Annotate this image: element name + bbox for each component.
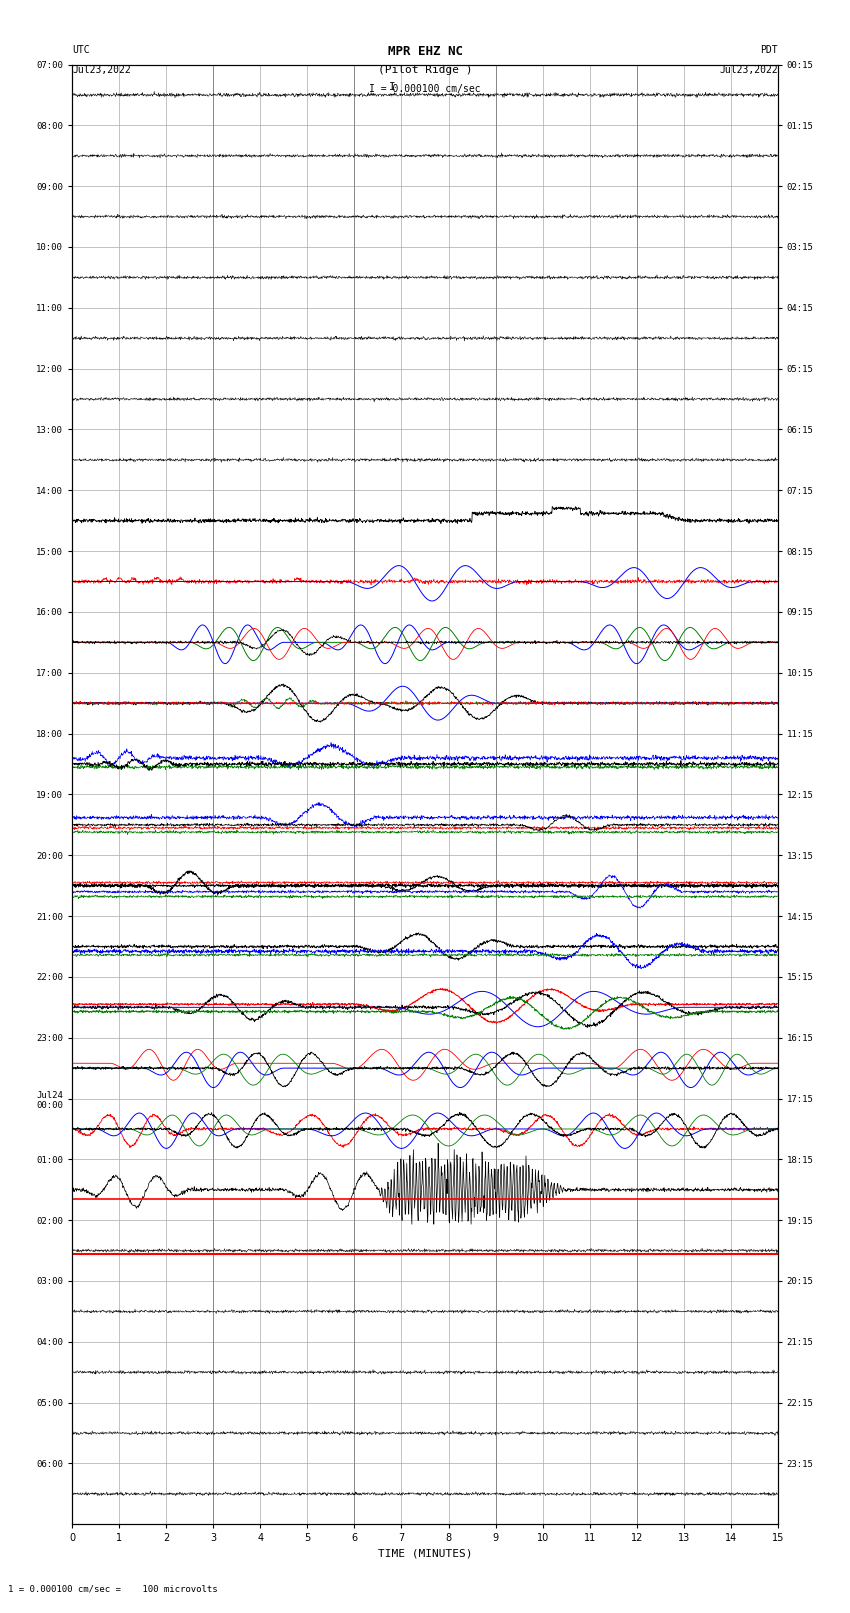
Text: Jul23,2022: Jul23,2022 bbox=[72, 65, 131, 74]
X-axis label: TIME (MINUTES): TIME (MINUTES) bbox=[377, 1548, 473, 1558]
Text: UTC: UTC bbox=[72, 45, 90, 55]
Text: PDT: PDT bbox=[760, 45, 778, 55]
Text: I: I bbox=[389, 82, 396, 92]
Text: I = 0.000100 cm/sec: I = 0.000100 cm/sec bbox=[369, 84, 481, 94]
Text: MPR EHZ NC: MPR EHZ NC bbox=[388, 45, 462, 58]
Text: (Pilot Ridge ): (Pilot Ridge ) bbox=[377, 65, 473, 74]
Text: Jul23,2022: Jul23,2022 bbox=[719, 65, 778, 74]
Text: 1 = 0.000100 cm/sec =    100 microvolts: 1 = 0.000100 cm/sec = 100 microvolts bbox=[8, 1584, 218, 1594]
